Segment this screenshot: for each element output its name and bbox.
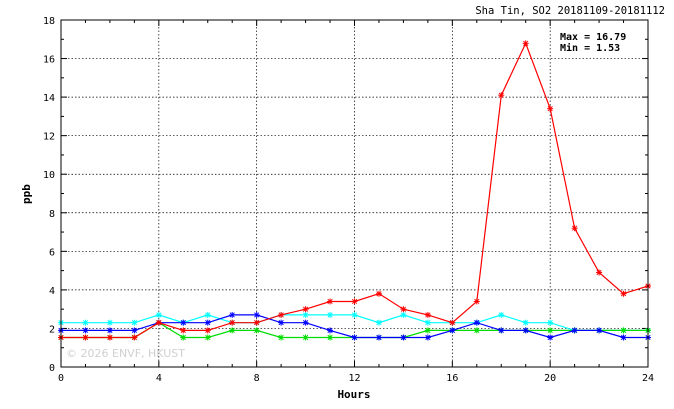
x-axis-label: Hours bbox=[337, 388, 370, 401]
data-point bbox=[547, 105, 554, 112]
data-point bbox=[106, 319, 113, 326]
data-point bbox=[351, 298, 358, 305]
data-point bbox=[424, 327, 431, 334]
y-tick-label: 14 bbox=[43, 93, 55, 104]
data-point bbox=[327, 311, 334, 318]
data-point bbox=[498, 92, 505, 99]
data-point bbox=[400, 311, 407, 318]
data-point bbox=[253, 319, 260, 326]
data-point bbox=[547, 327, 554, 334]
data-point bbox=[351, 311, 358, 318]
x-tick-label: 20 bbox=[544, 373, 556, 384]
data-point bbox=[473, 327, 480, 334]
data-point bbox=[302, 311, 309, 318]
data-point bbox=[106, 334, 113, 341]
data-point bbox=[620, 334, 627, 341]
y-tick-label: 0 bbox=[49, 363, 55, 374]
data-point bbox=[375, 334, 382, 341]
data-point bbox=[620, 290, 627, 297]
data-point bbox=[351, 334, 358, 341]
data-point bbox=[229, 327, 236, 334]
data-point bbox=[253, 327, 260, 334]
data-point bbox=[596, 327, 603, 334]
data-point bbox=[155, 319, 162, 326]
x-tick-label: 12 bbox=[348, 373, 360, 384]
data-point bbox=[571, 225, 578, 232]
chart-title: Sha Tin, SO2 20181109-20181112 bbox=[475, 5, 665, 17]
series-layer bbox=[58, 40, 651, 341]
y-tick-label: 16 bbox=[43, 55, 55, 66]
data-point bbox=[204, 327, 211, 334]
y-tick-label: 12 bbox=[43, 132, 55, 143]
data-point bbox=[449, 327, 456, 334]
data-point bbox=[522, 40, 529, 47]
data-point bbox=[424, 311, 431, 318]
data-point bbox=[596, 269, 603, 276]
y-tick-label: 10 bbox=[43, 170, 55, 181]
y-tick-label: 8 bbox=[49, 209, 55, 220]
data-point bbox=[498, 311, 505, 318]
data-point bbox=[547, 319, 554, 326]
x-tick-label: 0 bbox=[58, 373, 64, 384]
data-point bbox=[82, 334, 89, 341]
data-point bbox=[302, 306, 309, 313]
data-point bbox=[400, 334, 407, 341]
data-point bbox=[473, 319, 480, 326]
data-point bbox=[180, 319, 187, 326]
data-point bbox=[278, 319, 285, 326]
data-point bbox=[424, 319, 431, 326]
data-point bbox=[327, 298, 334, 305]
data-point bbox=[229, 311, 236, 318]
data-point bbox=[327, 334, 334, 341]
data-point bbox=[278, 334, 285, 341]
series-3 bbox=[58, 40, 651, 341]
data-point bbox=[302, 319, 309, 326]
data-point bbox=[375, 319, 382, 326]
y-tick-labels: 0 2 4 6 8 10 12 14 16 18 bbox=[43, 16, 55, 374]
data-point bbox=[375, 290, 382, 297]
y-tick-label: 18 bbox=[43, 16, 55, 27]
data-point bbox=[204, 311, 211, 318]
data-point bbox=[473, 298, 480, 305]
data-point bbox=[253, 311, 260, 318]
data-point bbox=[620, 327, 627, 334]
y-axis-label: ppb bbox=[20, 184, 33, 204]
data-point bbox=[547, 334, 554, 341]
max-annotation: Max = 16.79 bbox=[560, 32, 626, 43]
watermark: © 2026 ENVF, HKUST bbox=[66, 347, 185, 360]
data-point bbox=[204, 334, 211, 341]
data-point bbox=[180, 327, 187, 334]
y-tick-label: 4 bbox=[49, 286, 55, 297]
x-tick-label: 4 bbox=[156, 373, 162, 384]
min-annotation: Min = 1.53 bbox=[560, 42, 620, 54]
data-point bbox=[155, 311, 162, 318]
data-point bbox=[106, 327, 113, 334]
x-tick-label: 24 bbox=[642, 373, 654, 384]
x-tick-labels: 0 4 8 12 16 20 24 bbox=[58, 373, 654, 384]
data-point bbox=[229, 319, 236, 326]
data-point bbox=[327, 327, 334, 334]
data-point bbox=[131, 327, 138, 334]
data-point bbox=[131, 319, 138, 326]
data-point bbox=[278, 311, 285, 318]
data-point bbox=[522, 319, 529, 326]
data-point bbox=[424, 334, 431, 341]
data-point bbox=[449, 319, 456, 326]
y-tick-label: 2 bbox=[49, 324, 55, 335]
data-point bbox=[522, 327, 529, 334]
data-point bbox=[131, 334, 138, 341]
data-point bbox=[400, 306, 407, 313]
x-tick-label: 8 bbox=[254, 373, 260, 384]
plot-frame bbox=[60, 19, 649, 368]
data-point bbox=[498, 327, 505, 334]
data-point bbox=[82, 327, 89, 334]
data-point bbox=[180, 334, 187, 341]
data-point bbox=[204, 319, 211, 326]
data-point bbox=[302, 334, 309, 341]
data-point bbox=[82, 319, 89, 326]
data-point bbox=[571, 327, 578, 334]
x-tick-label: 16 bbox=[446, 373, 458, 384]
y-tick-label: 6 bbox=[49, 247, 55, 258]
